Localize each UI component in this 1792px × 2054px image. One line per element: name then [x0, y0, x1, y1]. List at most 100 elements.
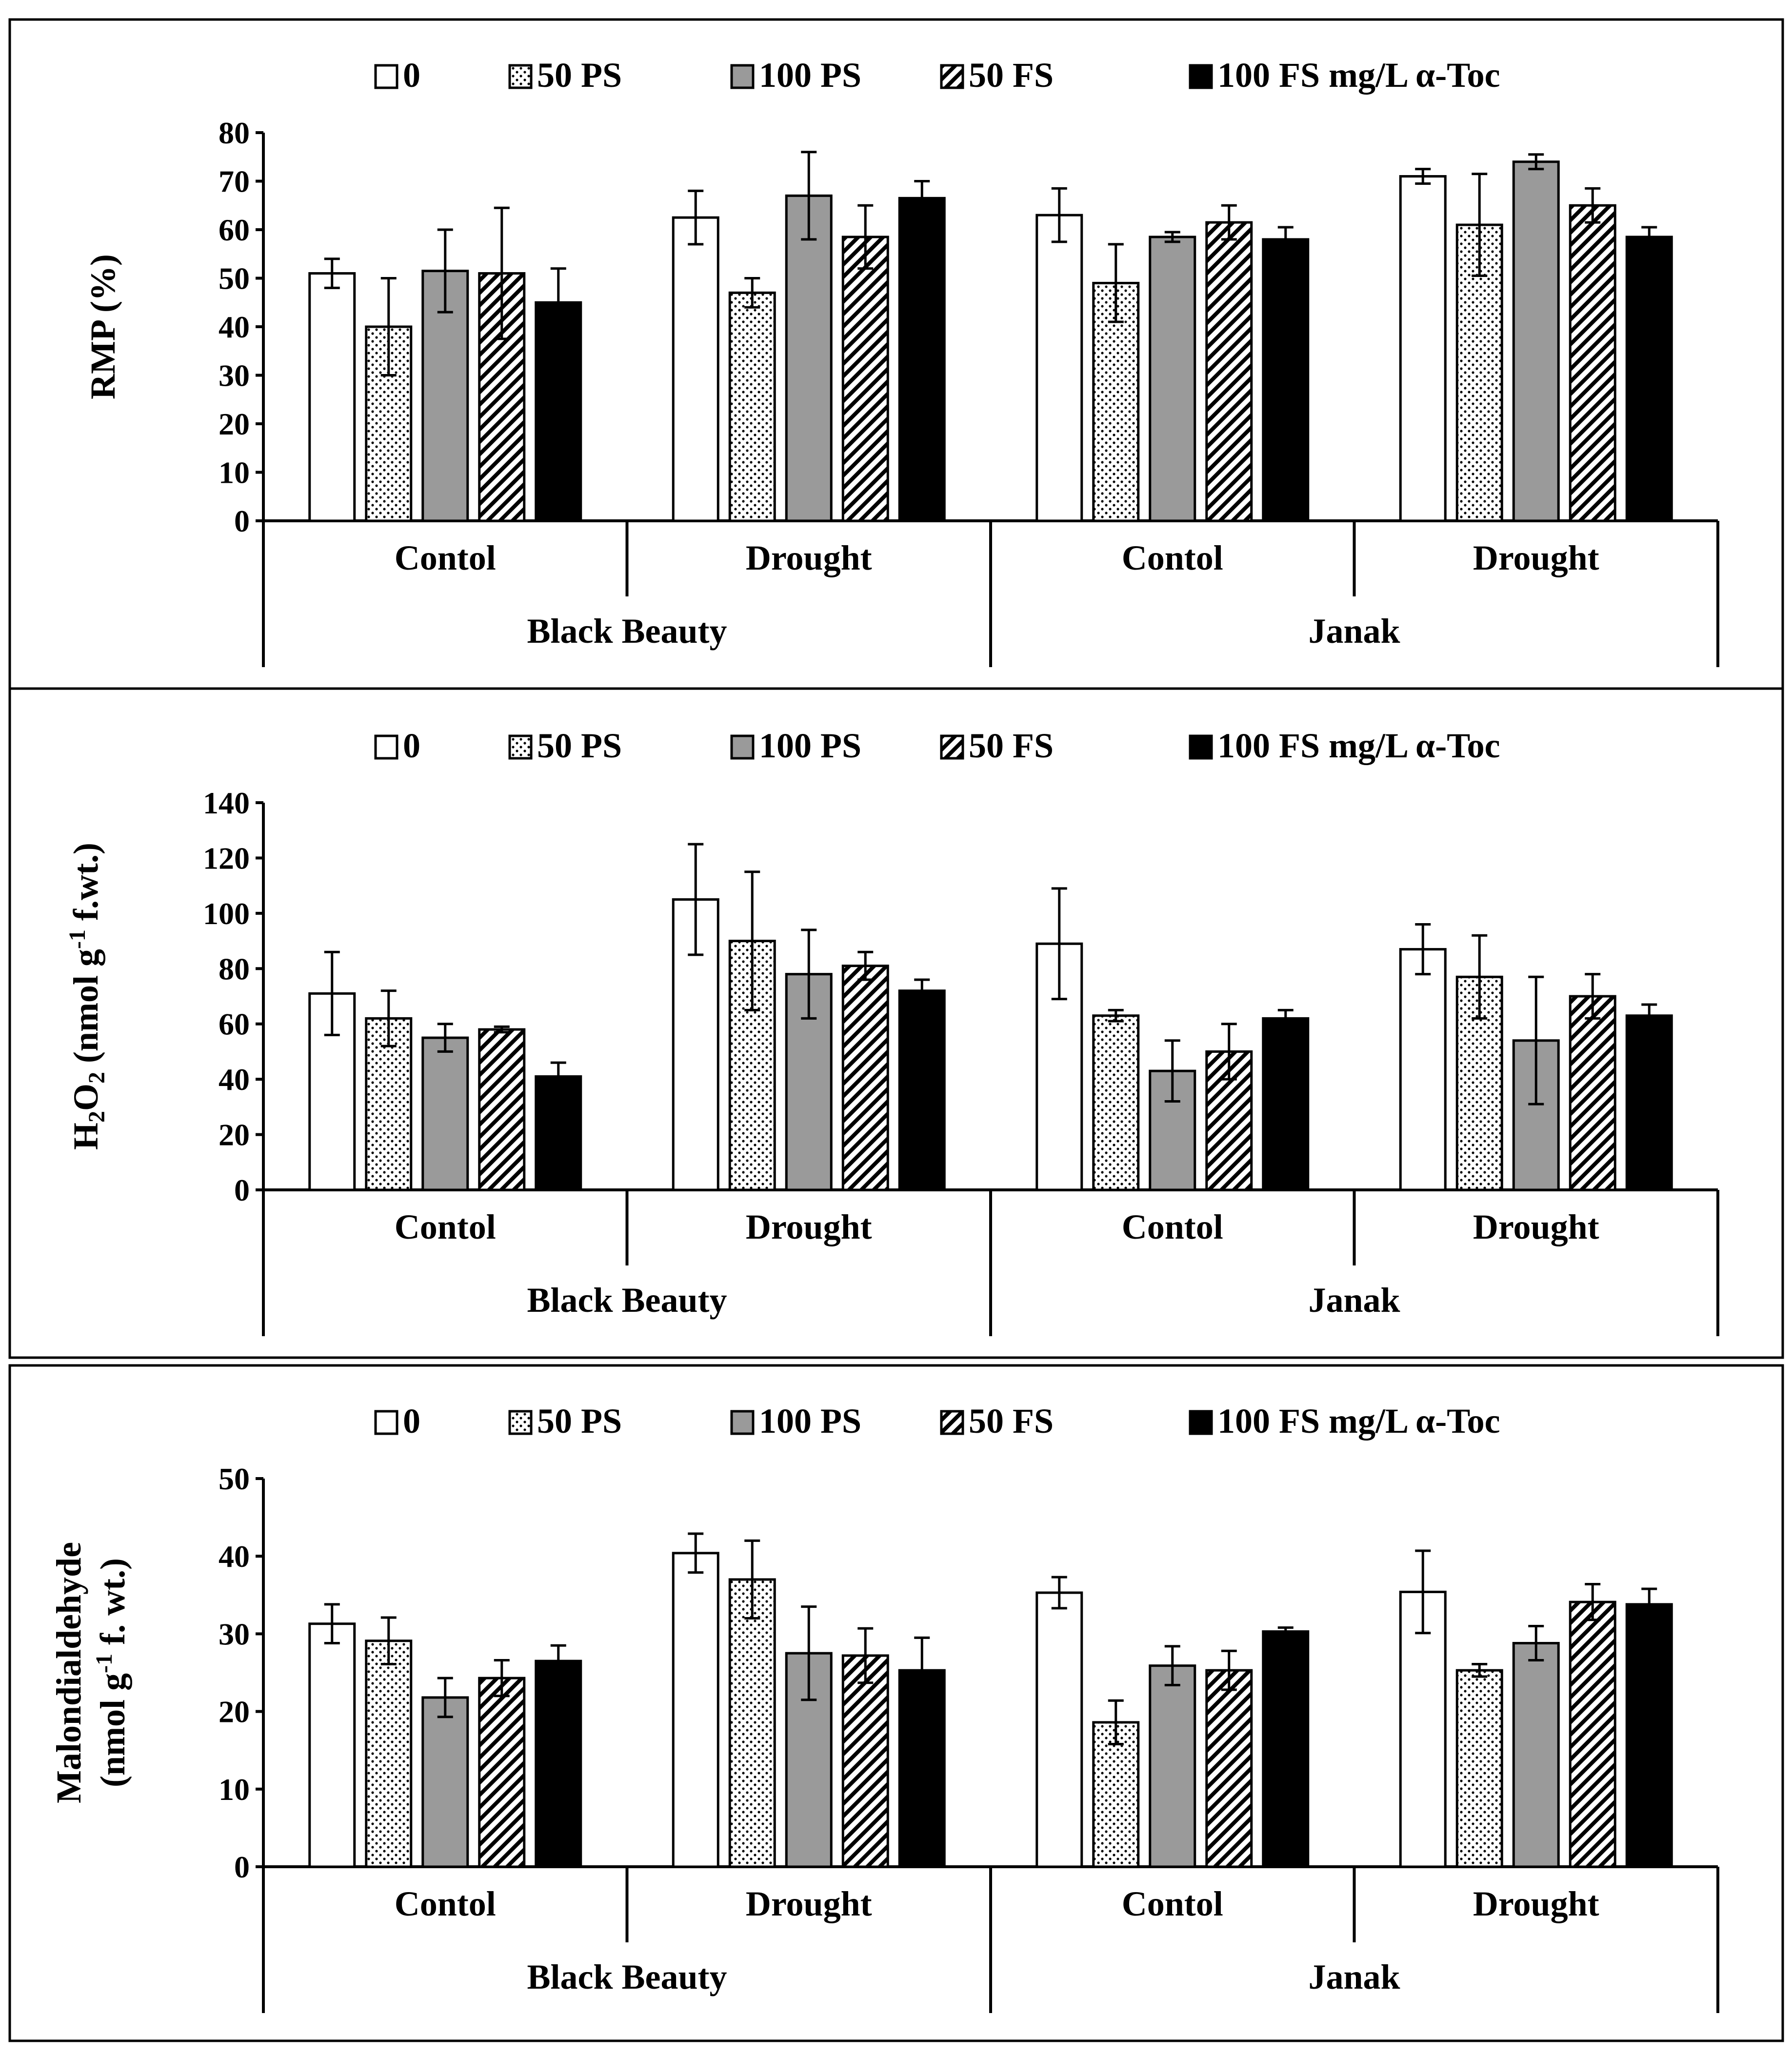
y-tick-label: 20	[219, 1695, 250, 1729]
legend-swatch	[1189, 734, 1213, 760]
bar	[1092, 1014, 1140, 1191]
bar	[1569, 995, 1616, 1191]
y-tick-label: 0	[234, 504, 250, 538]
panel-frame	[8, 1364, 1784, 2042]
bar	[478, 1677, 526, 1868]
category-label: Contol	[1122, 1884, 1223, 1923]
y-tick-label: 50	[219, 1462, 250, 1496]
legend-swatch	[374, 64, 398, 89]
bar	[1399, 948, 1447, 1191]
legend-label: 50 PS	[537, 726, 622, 765]
category-label: Contol	[1122, 1207, 1223, 1246]
legend-swatch	[508, 1410, 533, 1435]
category-label: Drought	[746, 538, 872, 577]
category-label: Contol	[1122, 538, 1223, 577]
bar	[1455, 1669, 1503, 1868]
legend-swatch	[374, 734, 398, 760]
y-tick-label: 60	[219, 213, 250, 247]
y-tick-label: 10	[219, 455, 250, 490]
cultivar-label: Black Beauty	[527, 1957, 727, 1996]
category-label: Contol	[395, 1884, 496, 1923]
cultivar-label: Janak	[1308, 1281, 1400, 1320]
bar	[535, 1659, 582, 1868]
bar	[1149, 1664, 1196, 1868]
bar	[1512, 160, 1560, 522]
legend-label: 50 PS	[537, 1402, 622, 1441]
legend-label: 50 FS	[969, 1402, 1054, 1441]
category-label: Drought	[1473, 1207, 1599, 1246]
y-tick-label: 30	[219, 358, 250, 393]
bar	[1262, 1017, 1310, 1191]
y-tick-label: 0	[234, 1173, 250, 1207]
legend-label: 50 PS	[537, 56, 622, 95]
bar	[841, 1654, 889, 1868]
bar	[421, 1036, 469, 1191]
bar	[478, 1028, 526, 1191]
bar	[1512, 1642, 1560, 1868]
category-label: Drought	[1473, 538, 1599, 577]
y-tick-label: 10	[219, 1772, 250, 1807]
legend-label: 50 FS	[969, 56, 1054, 95]
y-tick-label: 40	[219, 310, 250, 344]
category-label: Drought	[746, 1207, 872, 1246]
bar	[785, 194, 833, 522]
y-tick-label: 40	[219, 1062, 250, 1097]
legend-swatch	[940, 1410, 964, 1435]
bar	[1035, 1591, 1083, 1868]
y-axis-title-units: H2O2 (nmol g-1 f.wt.)	[64, 843, 110, 1150]
y-tick-label: 20	[219, 1118, 250, 1152]
y-tick-label: 30	[219, 1617, 250, 1651]
bar	[1625, 236, 1673, 522]
bar	[535, 1075, 582, 1191]
y-tick-label: 50	[219, 261, 250, 296]
legend-label: 100 PS	[759, 1402, 861, 1441]
bar	[421, 1696, 469, 1868]
category-label: Contol	[395, 1207, 496, 1246]
legend-label: 50 FS	[969, 726, 1054, 765]
cultivar-label: Janak	[1308, 612, 1400, 651]
legend-label: 0	[403, 56, 420, 95]
bar	[728, 291, 776, 522]
legend-swatch	[940, 64, 964, 89]
chart-panel-3: 0 50 PS 100 PS 50 FS 100 FS mg/L α-Toc 0 10 20 3…	[8, 1364, 1784, 2042]
legend-label: 100 PS	[759, 56, 861, 95]
bar	[1625, 1603, 1673, 1868]
y-tick-label: 140	[203, 786, 250, 820]
bar	[672, 1552, 719, 1868]
bar	[308, 1622, 356, 1868]
legend-swatch	[1189, 64, 1213, 89]
bar	[898, 989, 946, 1191]
legend-swatch	[940, 734, 964, 760]
y-tick-label: 0	[234, 1850, 250, 1884]
bar	[1569, 204, 1616, 522]
legend-label: 100 FS mg/L α-Toc	[1217, 1402, 1500, 1441]
bar	[841, 965, 889, 1191]
category-label: Contol	[395, 538, 496, 577]
cultivar-label: Janak	[1308, 1957, 1400, 1996]
bar	[1205, 221, 1253, 522]
legend-swatch	[508, 64, 533, 89]
bar	[1262, 238, 1310, 522]
bar	[535, 301, 582, 522]
chart-panel-1: 0 50 PS 100 PS 50 FS 100 FS mg/L α-Toc 0 10 20 3…	[8, 18, 1784, 690]
y-axis-title: RMP (%)	[83, 254, 122, 399]
bar	[1399, 1590, 1447, 1868]
y-axis-title: Malondialdehyde	[49, 1542, 88, 1803]
bar	[1569, 1600, 1616, 1868]
bar	[728, 1578, 776, 1868]
bar	[1399, 175, 1447, 522]
legend-label: 100 FS mg/L α-Toc	[1217, 726, 1500, 765]
bar	[1035, 214, 1083, 522]
y-tick-label: 80	[219, 951, 250, 986]
bar	[1092, 1721, 1140, 1868]
legend-label: 0	[403, 1402, 420, 1441]
bar	[1205, 1669, 1253, 1868]
bar	[1262, 1630, 1310, 1868]
y-tick-label: 120	[203, 841, 250, 875]
category-label: Drought	[746, 1884, 872, 1923]
legend-label: 0	[403, 726, 420, 765]
bar	[1205, 1050, 1253, 1191]
legend-swatch	[1189, 1410, 1213, 1435]
legend-label: 100 PS	[759, 726, 861, 765]
